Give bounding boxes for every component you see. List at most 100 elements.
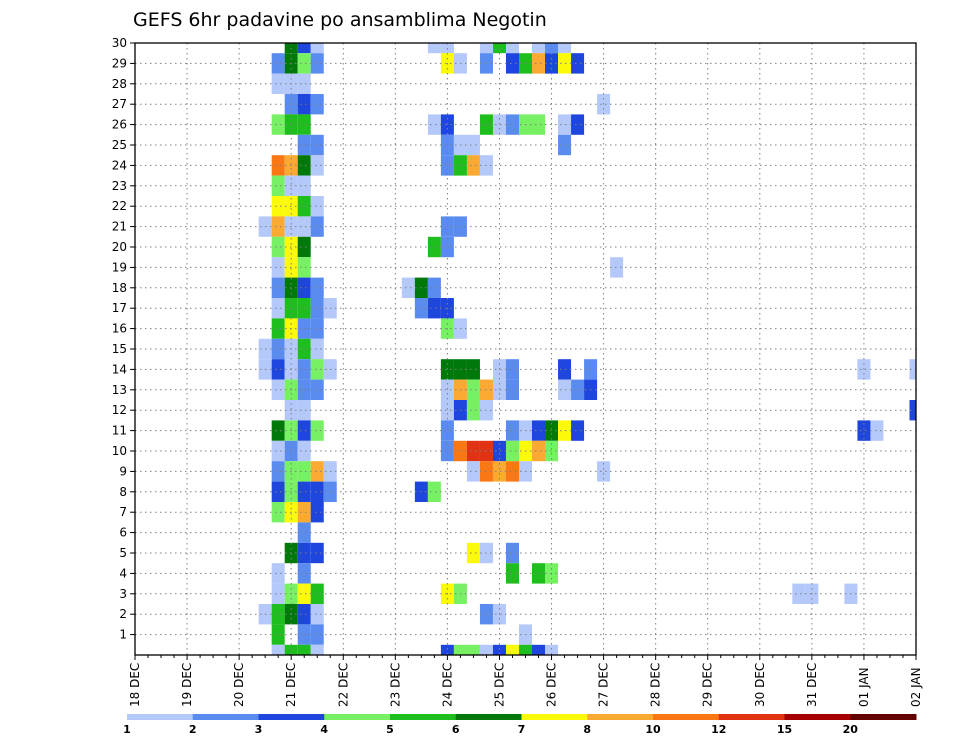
heatmap-cell	[558, 359, 572, 380]
heatmap-cell	[310, 502, 324, 523]
y-tick-label: 9	[119, 464, 127, 478]
heatmap-cell	[792, 583, 806, 604]
x-tick-label: 19 DEC	[180, 663, 194, 707]
heatmap-cell	[558, 53, 572, 74]
heatmap-cell	[571, 379, 585, 400]
x-tick-label: 20 DEC	[232, 663, 246, 707]
heatmap-cell	[505, 420, 519, 441]
heatmap-cell	[505, 542, 519, 564]
heatmap-cell	[401, 277, 415, 298]
heatmap-cell	[297, 502, 311, 523]
y-tick-label: 27	[112, 97, 127, 111]
heatmap-cell	[440, 400, 454, 421]
heatmap-cell	[271, 114, 285, 135]
heatmap-cell	[466, 400, 480, 421]
x-tick-label: 01 JAN	[857, 667, 871, 707]
y-tick-label: 8	[119, 485, 127, 499]
heatmap-cell	[297, 359, 311, 380]
heatmap-cell	[310, 379, 324, 400]
heatmap-cell	[297, 114, 311, 135]
heatmap-cell	[532, 644, 546, 655]
heatmap-cell	[492, 440, 506, 462]
heatmap-cell	[271, 583, 285, 604]
heatmap-cell	[310, 359, 324, 380]
heatmap-cell	[297, 257, 311, 278]
heatmap-cell	[310, 644, 324, 655]
heatmap-cell	[310, 43, 324, 54]
heatmap-cell	[284, 644, 298, 655]
y-tick-label: 12	[112, 403, 127, 417]
heatmap-cell	[492, 461, 506, 482]
colorbar-label: 6	[452, 723, 460, 736]
y-tick-label: 20	[112, 240, 127, 254]
x-tick-label: 29 DEC	[701, 663, 715, 707]
x-tick-label: 31 DEC	[805, 663, 819, 707]
heatmap-cell	[492, 114, 506, 135]
x-tick-label: 25 DEC	[492, 663, 506, 707]
heatmap-cell	[297, 236, 311, 258]
heatmap-cell	[271, 604, 285, 625]
heatmap-cell	[297, 461, 311, 482]
heatmap-cell	[310, 481, 324, 502]
heatmap-cell	[558, 420, 572, 441]
y-tick-label: 16	[112, 322, 127, 336]
heatmap-cell	[427, 236, 441, 258]
heatmap-cell	[297, 440, 311, 462]
heatmap-cell	[271, 175, 285, 196]
heatmap-cell	[870, 420, 884, 441]
heatmap-cell	[440, 236, 454, 258]
heatmap-cell	[505, 359, 519, 380]
heatmap-cell	[440, 155, 454, 176]
y-tick-label: 17	[112, 301, 127, 315]
heatmap-cell	[532, 563, 546, 584]
heatmap-cell	[440, 379, 454, 400]
heatmap-cell	[310, 338, 324, 360]
heatmap-cell	[310, 461, 324, 482]
x-tick-label: 02 JAN	[909, 667, 923, 707]
colorbar-label: 10	[645, 723, 661, 736]
heatmap-cell	[466, 155, 480, 176]
heatmap-cell	[297, 53, 311, 74]
heatmap-cell	[427, 114, 441, 135]
heatmap-cell	[532, 114, 546, 135]
heatmap-cell	[479, 43, 493, 54]
heatmap-cell	[297, 277, 311, 298]
heatmap-cell	[505, 440, 519, 462]
plot-frame	[134, 42, 917, 656]
heatmap-cell	[297, 338, 311, 360]
heatmap-cell	[545, 420, 559, 441]
heatmap-cell	[545, 440, 559, 462]
heatmap-cell	[440, 216, 454, 237]
y-tick-label: 1	[119, 628, 127, 642]
heatmap-cell	[492, 379, 506, 400]
y-tick-label: 30	[112, 36, 127, 50]
heatmap-cell	[466, 440, 480, 462]
heatmap-cell	[297, 134, 311, 156]
heatmap-cell	[310, 542, 324, 564]
x-tick-label: 18 DEC	[128, 663, 142, 707]
colorbar-label: 5	[386, 723, 394, 736]
heatmap-cell	[310, 134, 324, 156]
heatmap-cell	[271, 624, 285, 645]
colorbar-swatch	[718, 714, 785, 720]
heatmap-cell	[427, 277, 441, 298]
heatmap-cell	[297, 155, 311, 176]
x-axis: 18 DEC 19 DEC 20 DEC 21 DEC 22 DEC 23 DEC 24 D…	[128, 655, 923, 707]
heatmap-cell	[297, 542, 311, 564]
gridlines	[135, 43, 916, 655]
y-axis: 1234567891011121314151617181920212223242…	[112, 36, 135, 642]
y-tick-label: 4	[119, 566, 127, 580]
chart-title: GEFS 6hr padavine po ansamblima Negotin	[133, 9, 547, 31]
heatmap-cell	[310, 216, 324, 237]
colorbar-swatch	[192, 714, 259, 720]
heatmap-cell	[558, 43, 572, 54]
colorbar-label: 2	[189, 723, 197, 736]
heatmap-cell	[297, 43, 311, 54]
heatmap-cell	[545, 644, 559, 655]
colorbar-label: 12	[711, 723, 726, 736]
x-tick-label: 23 DEC	[388, 663, 402, 707]
heatmap-cell	[532, 420, 546, 441]
heatmap-cell	[271, 53, 285, 74]
heatmap-cell	[310, 318, 324, 339]
heatmap-cell	[297, 94, 311, 115]
